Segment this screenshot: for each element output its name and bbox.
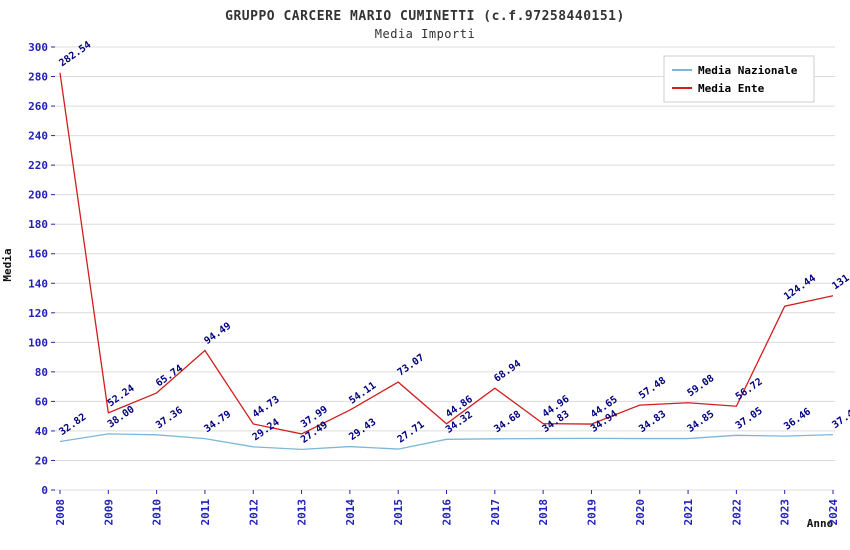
y-axis-tick-label: 80 xyxy=(35,366,48,379)
x-axis-tick-label: 2020 xyxy=(634,499,647,526)
x-axis-tick-label: 2018 xyxy=(537,499,550,526)
legend-label-media-nazionale: Media Nazionale xyxy=(698,64,798,77)
point-label-series-1: 44.73 xyxy=(251,394,282,420)
y-axis-tick-label: 60 xyxy=(35,395,48,408)
x-axis-tick-label: 2019 xyxy=(585,499,598,526)
y-axis-tick-label: 280 xyxy=(28,71,48,84)
x-axis-tick-label: 2022 xyxy=(730,499,743,526)
y-axis-tick-label: 180 xyxy=(28,218,48,231)
point-label-series-1: 57.48 xyxy=(637,375,668,401)
y-axis-title: Media xyxy=(1,248,14,281)
x-axis-tick-label: 2011 xyxy=(199,499,212,526)
point-label-series-0: 37.49 xyxy=(830,405,850,431)
x-axis-title: Anno xyxy=(807,517,834,530)
point-label-series-0: 29.43 xyxy=(347,417,378,443)
x-axis-tick-label: 2008 xyxy=(54,499,67,526)
x-axis-tick-label: 2010 xyxy=(151,499,164,526)
legend-box xyxy=(663,55,815,103)
legend: Media Nazionale Media Ente xyxy=(663,55,815,103)
x-axis-tick-label: 2013 xyxy=(296,499,309,526)
chart-title: GRUPPO CARCERE MARIO CUMINETTI (c.f.9725… xyxy=(225,9,625,24)
y-axis-tick-label: 240 xyxy=(28,130,48,143)
point-label-series-1: 282.54 xyxy=(57,40,93,70)
point-label-series-1: 73.07 xyxy=(396,352,427,378)
point-label-series-1: 94.49 xyxy=(202,321,233,347)
point-label-series-0: 27.71 xyxy=(396,419,427,445)
plot-area: 0 20 40 60 80 100 120 140 160 180 200 220 240 260 280 3… xyxy=(28,40,850,526)
x-axis-tick-label: 2014 xyxy=(344,499,357,526)
series-line-1 xyxy=(59,72,834,435)
legend-label-media-ente: Media Ente xyxy=(698,82,765,95)
point-label-series-1: 52.24 xyxy=(106,383,137,409)
series-line-0 xyxy=(59,433,834,451)
y-axis-tick-label: 100 xyxy=(28,336,48,349)
x-axis-tick-label: 2017 xyxy=(489,499,502,526)
y-axis-tick-label: 0 xyxy=(41,484,48,497)
point-label-series-0: 36.46 xyxy=(782,406,813,432)
point-label-series-0: 37.05 xyxy=(734,405,765,431)
point-label-series-0: 32.82 xyxy=(57,412,88,438)
y-axis-tick-label: 40 xyxy=(35,425,48,438)
y-axis-tick-label: 220 xyxy=(28,159,48,172)
point-label-series-1: 124.44 xyxy=(782,273,818,303)
point-label-series-0: 29.24 xyxy=(251,417,282,443)
point-label-series-1: 65.74 xyxy=(154,363,185,389)
x-axis-tick-label: 2016 xyxy=(441,499,454,526)
y-axis-tick-label: 20 xyxy=(35,454,48,467)
x-axis-tick-label: 2009 xyxy=(102,499,115,526)
x-axis-tick-label: 2021 xyxy=(682,499,695,526)
x-axis-tick-label: 2023 xyxy=(779,499,792,526)
y-axis-tick-label: 120 xyxy=(28,307,48,320)
point-label-series-1: 131.57 xyxy=(830,262,850,292)
y-axis-tick-label: 200 xyxy=(28,189,48,202)
y-axis-tick-label: 300 xyxy=(28,41,48,54)
y-axis-tick-label: 260 xyxy=(28,100,48,113)
chart-subtitle: Media Importi xyxy=(375,27,475,41)
y-axis-tick-label: 140 xyxy=(28,277,48,290)
point-label-series-1: 59.08 xyxy=(685,373,716,399)
x-axis-tick-label: 2012 xyxy=(247,499,260,526)
point-label-series-0: 37.36 xyxy=(154,405,185,431)
y-axis-tick-label: 160 xyxy=(28,248,48,261)
x-axis-tick-label: 2024 xyxy=(827,499,840,526)
x-axis-tick-label: 2015 xyxy=(392,499,405,526)
